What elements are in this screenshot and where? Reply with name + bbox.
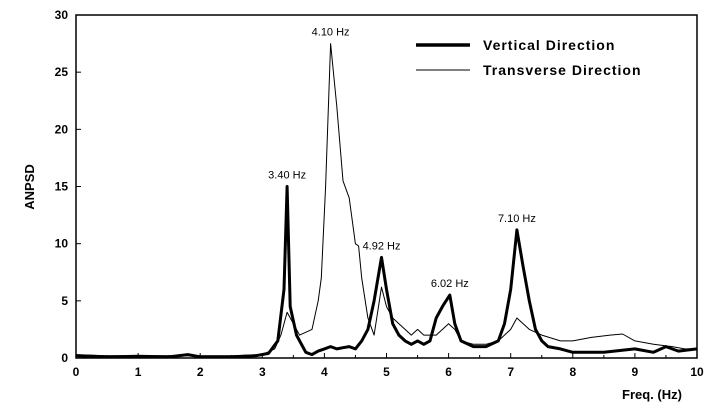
y-tick-label: 10 [55,237,69,251]
peak-annotation: 6.02 Hz [431,278,469,290]
series-line-transverse [75,43,697,357]
y-tick-label: 25 [55,65,69,79]
x-tick-label: 10 [690,365,704,379]
x-tick-label: 0 [73,365,80,379]
x-axis-label: Freq. (Hz) [622,387,682,402]
peak-annotation: 4.92 Hz [363,240,401,252]
x-tick-label: 9 [632,365,639,379]
y-tick-label: 20 [55,122,69,136]
legend-label: Transverse Direction [483,62,642,78]
peak-annotation: 3.40 Hz [268,170,306,182]
peak-annotation: 7.10 Hz [498,213,536,225]
x-tick-label: 3 [259,365,266,379]
x-tick-label: 8 [569,365,576,379]
y-axis-label: ANPSD [22,164,37,210]
peak-annotation: 4.10 Hz [312,27,350,39]
legend-label: Vertical Direction [483,37,615,53]
y-tick-label: 30 [55,8,69,22]
x-tick-label: 2 [197,365,204,379]
x-tick-label: 7 [507,365,514,379]
y-tick-label: 5 [61,294,68,308]
x-tick-label: 1 [135,365,142,379]
x-tick-label: 5 [383,365,390,379]
x-tick-label: 4 [321,365,328,379]
x-tick-label: 6 [445,365,452,379]
y-tick-label: 0 [61,351,68,365]
series-line-vertical [75,185,698,359]
y-tick-label: 15 [55,180,69,194]
